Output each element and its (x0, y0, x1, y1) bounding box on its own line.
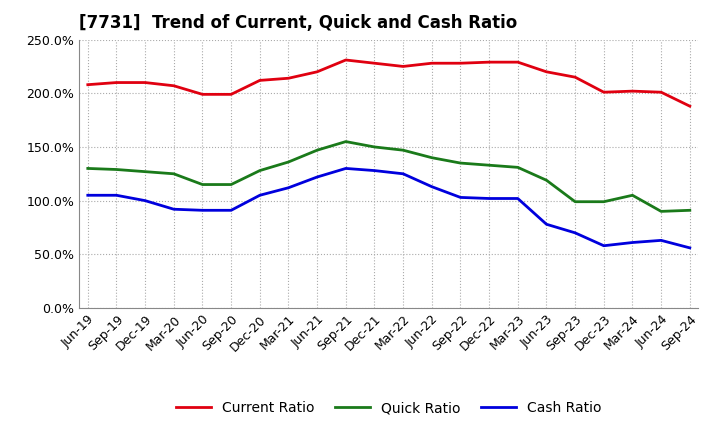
Quick Ratio (513, 165, 522, 170)
Current Ratio (657, 90, 665, 95)
Cash Ratio (112, 193, 121, 198)
Current Ratio (485, 59, 493, 65)
Cash Ratio (428, 184, 436, 189)
Quick Ratio (169, 171, 178, 176)
Legend: Current Ratio, Quick Ratio, Cash Ratio: Current Ratio, Quick Ratio, Cash Ratio (171, 396, 607, 421)
Line: Current Ratio: Current Ratio (88, 60, 690, 106)
Quick Ratio (341, 139, 350, 144)
Current Ratio (141, 80, 150, 85)
Cash Ratio (227, 208, 235, 213)
Current Ratio (628, 88, 636, 94)
Current Ratio (198, 92, 207, 97)
Current Ratio (284, 76, 293, 81)
Quick Ratio (256, 168, 264, 173)
Line: Cash Ratio: Cash Ratio (88, 169, 690, 248)
Quick Ratio (542, 178, 551, 183)
Current Ratio (571, 74, 580, 80)
Quick Ratio (600, 199, 608, 204)
Current Ratio (84, 82, 92, 87)
Current Ratio (312, 69, 321, 74)
Cash Ratio (169, 207, 178, 212)
Cash Ratio (312, 174, 321, 180)
Cash Ratio (600, 243, 608, 248)
Current Ratio (399, 64, 408, 69)
Current Ratio (341, 57, 350, 62)
Cash Ratio (485, 196, 493, 201)
Quick Ratio (485, 162, 493, 168)
Quick Ratio (399, 147, 408, 153)
Quick Ratio (112, 167, 121, 172)
Cash Ratio (370, 168, 379, 173)
Cash Ratio (198, 208, 207, 213)
Quick Ratio (84, 166, 92, 171)
Quick Ratio (685, 208, 694, 213)
Cash Ratio (399, 171, 408, 176)
Cash Ratio (685, 245, 694, 250)
Quick Ratio (284, 159, 293, 165)
Cash Ratio (341, 166, 350, 171)
Cash Ratio (84, 193, 92, 198)
Quick Ratio (456, 161, 465, 166)
Current Ratio (600, 90, 608, 95)
Current Ratio (256, 78, 264, 83)
Cash Ratio (571, 230, 580, 235)
Line: Quick Ratio: Quick Ratio (88, 142, 690, 211)
Text: [7731]  Trend of Current, Quick and Cash Ratio: [7731] Trend of Current, Quick and Cash … (79, 15, 518, 33)
Current Ratio (227, 92, 235, 97)
Current Ratio (169, 83, 178, 88)
Quick Ratio (657, 209, 665, 214)
Cash Ratio (456, 195, 465, 200)
Cash Ratio (284, 185, 293, 191)
Cash Ratio (628, 240, 636, 245)
Current Ratio (456, 61, 465, 66)
Current Ratio (685, 103, 694, 109)
Current Ratio (370, 61, 379, 66)
Quick Ratio (370, 144, 379, 150)
Quick Ratio (628, 193, 636, 198)
Quick Ratio (312, 147, 321, 153)
Quick Ratio (198, 182, 207, 187)
Current Ratio (542, 69, 551, 74)
Quick Ratio (571, 199, 580, 204)
Cash Ratio (542, 222, 551, 227)
Current Ratio (428, 61, 436, 66)
Quick Ratio (141, 169, 150, 174)
Cash Ratio (657, 238, 665, 243)
Quick Ratio (428, 155, 436, 160)
Cash Ratio (141, 198, 150, 203)
Current Ratio (513, 59, 522, 65)
Cash Ratio (513, 196, 522, 201)
Quick Ratio (227, 182, 235, 187)
Cash Ratio (256, 193, 264, 198)
Current Ratio (112, 80, 121, 85)
